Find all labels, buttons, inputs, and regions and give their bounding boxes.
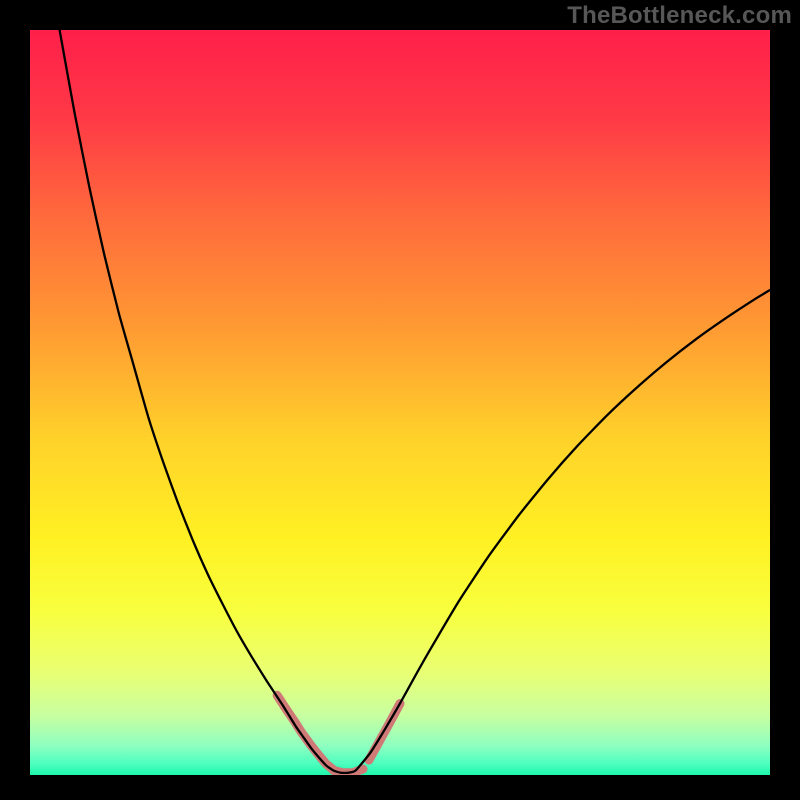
watermark-text: TheBottleneck.com — [567, 2, 792, 30]
plot-area — [30, 30, 770, 775]
gradient-background — [30, 30, 770, 775]
chart-frame: TheBottleneck.com — [0, 0, 800, 800]
plot-svg — [30, 30, 770, 775]
